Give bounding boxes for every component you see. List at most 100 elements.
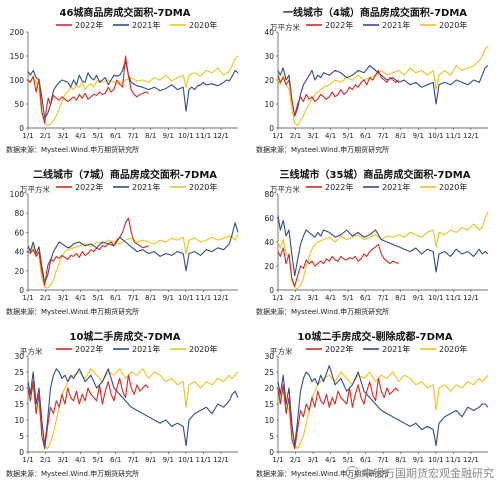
series-line-2020年	[27, 368, 239, 450]
y-tick-label: 20	[14, 267, 24, 276]
y-tick-label: 30	[264, 52, 274, 61]
y-tick-label: 30	[14, 352, 24, 361]
x-tick-label: 4/1	[325, 294, 336, 302]
series-line-2022年	[277, 69, 399, 117]
x-tick-label: 9/1	[163, 456, 174, 464]
legend-label: 2021年	[132, 344, 160, 354]
y-tick-label: 0	[269, 124, 274, 133]
x-tick-label: 9/1	[413, 294, 424, 302]
x-tick-label: 10/1	[428, 456, 444, 464]
x-tick-label: 7/1	[128, 294, 139, 302]
watermark: 申银万国期货宏观金融研究	[346, 465, 494, 481]
chart-title: 三线城市（35城）商品房成交面积-7DMA	[279, 168, 470, 181]
y-tick-label: 0	[269, 448, 274, 457]
x-tick-label: 5/1	[93, 132, 104, 140]
y-tick-label: 60	[264, 214, 274, 223]
series-line-2021年	[27, 60, 239, 119]
chart-title: 10城二手房成交-7DMA	[69, 330, 180, 343]
x-tick-label: 5/1	[343, 456, 354, 464]
y-tick-label: 15	[14, 400, 24, 409]
series-line-2020年	[27, 234, 239, 289]
x-tick-label: 2/1	[290, 132, 301, 140]
y-tick-label: 50	[14, 100, 24, 109]
series-line-2022年	[277, 243, 399, 287]
y-tick-label: 20	[264, 262, 274, 271]
y-tick-label: 150	[10, 52, 25, 61]
x-tick-label: 12/1	[213, 294, 229, 302]
x-tick-label: 8/1	[145, 456, 156, 464]
x-tick-label: 11/1	[446, 294, 462, 302]
x-tick-label: 9/1	[413, 456, 424, 464]
x-tick-label: 5/1	[343, 132, 354, 140]
y-tick-label: 40	[14, 248, 24, 257]
x-tick-label: 12/1	[463, 132, 479, 140]
x-tick-label: 6/1	[110, 132, 121, 140]
x-tick-label: 8/1	[145, 294, 156, 302]
y-tick-label: 100	[10, 190, 25, 199]
x-tick-label: 6/1	[110, 456, 121, 464]
x-tick-label: 6/1	[360, 456, 371, 464]
x-tick-label: 10/1	[428, 132, 444, 140]
y-unit-label: 万平方米	[270, 22, 300, 32]
y-tick-label: 20	[14, 384, 24, 393]
y-tick-label: 0	[269, 286, 274, 295]
y-tick-label: 200	[10, 28, 25, 37]
series-line-2021年	[277, 65, 489, 117]
x-tick-label: 2/1	[290, 456, 301, 464]
y-tick-label: 10	[14, 416, 24, 425]
x-tick-label: 10/1	[178, 132, 194, 140]
x-tick-label: 5/1	[343, 294, 354, 302]
x-tick-label: 3/1	[307, 456, 318, 464]
y-tick-label: 25	[264, 368, 274, 377]
y-tick-label: 30	[264, 352, 274, 361]
source-note: 数据来源：Mysteel.Wind.申万期货研究所	[256, 307, 389, 316]
chart-title: 一线城市（4城）商品房成交面积-7DMA	[283, 6, 467, 19]
x-tick-label: 12/1	[213, 456, 229, 464]
source-note: 数据来源：Mysteel.Wind.申万期货研究所	[6, 469, 139, 478]
y-unit-label: 万平方米	[270, 184, 300, 194]
legend-label: 2022年	[325, 344, 353, 354]
legend-label: 2020年	[189, 182, 217, 192]
y-tick-label: 0	[19, 286, 24, 295]
x-tick-label: 8/1	[145, 132, 156, 140]
x-tick-label: 8/1	[395, 132, 406, 140]
x-tick-label: 11/1	[446, 132, 462, 140]
x-tick-label: 12/1	[463, 456, 479, 464]
legend-label: 2021年	[132, 20, 160, 30]
series-line-2021年	[277, 365, 489, 447]
series-line-2021年	[27, 368, 239, 447]
x-tick-label: 10/1	[178, 294, 194, 302]
x-tick-label: 3/1	[57, 132, 68, 140]
y-tick-label: 40	[264, 28, 274, 37]
series-line-2020年	[277, 371, 489, 450]
x-tick-label: 2/1	[40, 132, 51, 140]
x-tick-label: 6/1	[360, 294, 371, 302]
source-note: 数据来源：Mysteel.Wind.申万期货研究所	[6, 145, 139, 154]
x-tick-label: 6/1	[110, 294, 121, 302]
y-tick-label: 10	[264, 416, 274, 425]
y-tick-label: 80	[14, 209, 24, 218]
x-tick-label: 4/1	[325, 132, 336, 140]
x-tick-label: 2/1	[40, 456, 51, 464]
x-tick-label: 3/1	[57, 456, 68, 464]
y-tick-label: 25	[14, 368, 24, 377]
x-tick-label: 1/1	[272, 294, 283, 302]
source-note: 数据来源：Mysteel.Wind.申万期货研究所	[6, 307, 139, 316]
series-line-2020年	[277, 45, 489, 127]
x-tick-label: 7/1	[378, 456, 389, 464]
x-tick-label: 9/1	[163, 132, 174, 140]
legend-label: 2020年	[439, 20, 467, 30]
x-tick-label: 3/1	[57, 294, 68, 302]
x-tick-label: 5/1	[93, 456, 104, 464]
legend-label: 2022年	[325, 20, 353, 30]
wechat-logo-icon	[346, 466, 359, 479]
y-tick-label: 100	[10, 76, 25, 85]
x-tick-label: 10/1	[428, 294, 444, 302]
x-tick-label: 1/1	[272, 456, 283, 464]
y-unit-label: 万平方米	[20, 184, 50, 194]
legend-label: 2021年	[382, 20, 410, 30]
x-tick-label: 8/1	[395, 456, 406, 464]
